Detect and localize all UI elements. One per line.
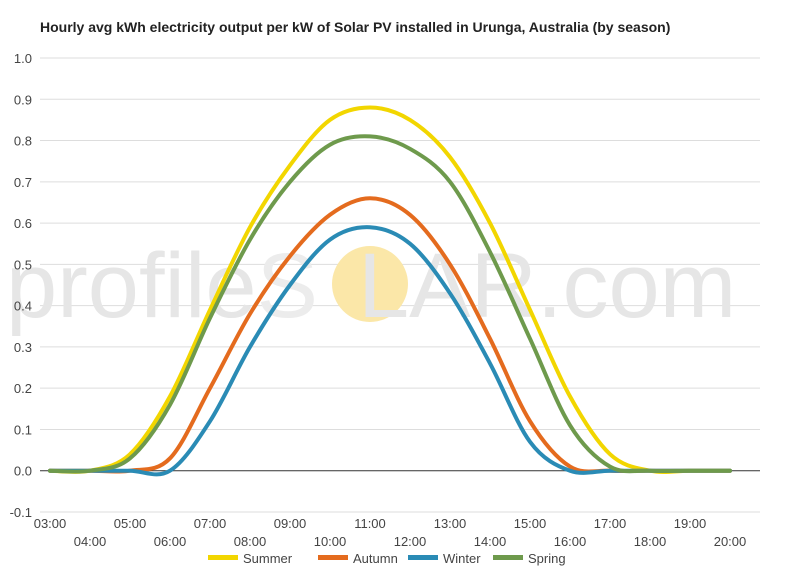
legend-label-spring[interactable]: Spring xyxy=(528,551,566,566)
legend-swatch-winter xyxy=(408,555,438,560)
series-line-summer[interactable] xyxy=(48,105,732,474)
legend: Summer Autumn Winter Spring xyxy=(208,551,566,566)
x-tick-label: 10:00 xyxy=(314,534,347,549)
legend-label-summer[interactable]: Summer xyxy=(243,551,293,566)
x-tick-label: 03:00 xyxy=(34,516,67,531)
legend-label-winter[interactable]: Winter xyxy=(443,551,481,566)
y-tick-label: 0.8 xyxy=(14,134,32,149)
y-tick-label: 0.1 xyxy=(14,422,32,437)
x-tick-label: 11:00 xyxy=(354,516,386,531)
legend-swatch-spring xyxy=(493,555,523,560)
y-tick-label: 0.9 xyxy=(14,92,32,107)
x-tick-label: 12:00 xyxy=(394,534,427,549)
series-line-winter[interactable] xyxy=(48,225,732,477)
x-tick-label: 07:00 xyxy=(194,516,227,531)
series-lines xyxy=(48,105,732,477)
x-tick-label: 09:00 xyxy=(274,516,307,531)
chart-title: Hourly avg kWh electricity output per kW… xyxy=(40,19,671,35)
y-tick-label: -0.1 xyxy=(10,505,32,520)
x-tick-label: 14:00 xyxy=(474,534,507,549)
y-tick-label: 0.2 xyxy=(14,381,32,396)
x-tick-label: 15:00 xyxy=(514,516,547,531)
y-tick-label: 0.6 xyxy=(14,216,32,231)
x-tick-label: 19:00 xyxy=(674,516,707,531)
x-tick-label: 04:00 xyxy=(74,534,107,549)
y-tick-label: 0.4 xyxy=(14,299,32,314)
x-tick-label: 17:00 xyxy=(594,516,627,531)
watermark-text: profileS LAR.com xyxy=(6,235,736,337)
x-tick-label: 06:00 xyxy=(154,534,187,549)
y-tick-label: 0.7 xyxy=(14,175,32,190)
y-tick-label: 0.3 xyxy=(14,340,32,355)
watermark-text-left: profile xyxy=(6,235,257,337)
x-tick-label: 13:00 xyxy=(434,516,467,531)
y-tick-label: 0.0 xyxy=(14,464,32,479)
y-axis-ticks: 1.0 0.9 0.8 0.7 0.6 0.5 0.4 0.3 0.2 0.1 0.0 -0.1 xyxy=(10,51,32,520)
watermark: profileS LAR.com xyxy=(6,235,736,337)
x-tick-label: 18:00 xyxy=(634,534,667,549)
x-tick-label: 05:00 xyxy=(114,516,147,531)
x-tick-label: 16:00 xyxy=(554,534,587,549)
series-line-spring[interactable] xyxy=(48,134,732,474)
legend-label-autumn[interactable]: Autumn xyxy=(353,551,398,566)
legend-swatch-summer xyxy=(208,555,238,560)
legend-swatch-autumn xyxy=(318,555,348,560)
watermark-sun-icon xyxy=(332,246,408,322)
x-tick-label: 08:00 xyxy=(234,534,267,549)
x-axis-ticks: 03:00 04:00 05:00 06:00 07:00 08:00 09:00 10:00… xyxy=(34,516,747,549)
y-tick-label: 1.0 xyxy=(14,51,32,66)
x-tick-label: 20:00 xyxy=(714,534,747,549)
y-tick-label: 0.5 xyxy=(14,257,32,272)
